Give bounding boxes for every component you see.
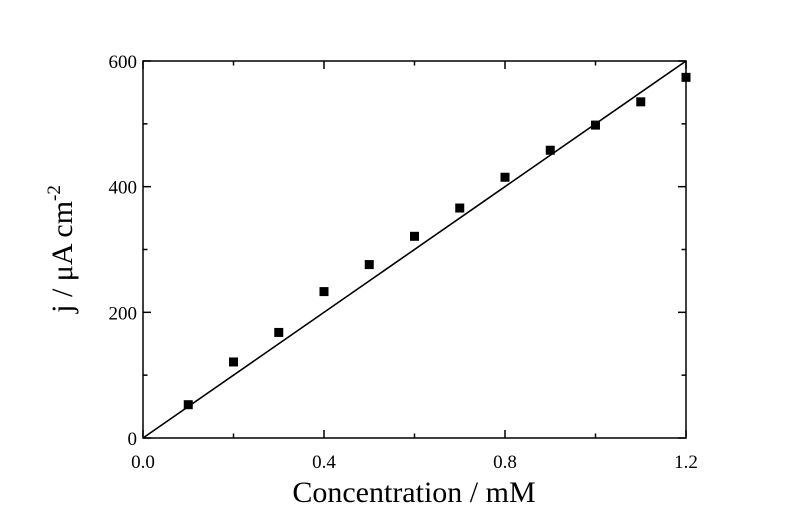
y-axis-label-main: j / μA cm xyxy=(46,201,79,314)
fit-line-layer xyxy=(142,60,687,439)
x-tick-label: 1.2 xyxy=(674,452,698,473)
data-point xyxy=(229,357,238,367)
data-point xyxy=(681,72,691,82)
x-tick-label: 0.4 xyxy=(312,452,336,473)
y-tick-label: 400 xyxy=(109,178,138,199)
y-axis-label: j / μA cm-2 xyxy=(44,185,79,314)
data-point xyxy=(455,203,465,213)
x-axis-label: Concentration / mM xyxy=(292,476,535,509)
y-tick-label: 0 xyxy=(128,429,138,450)
data-point xyxy=(274,327,284,337)
fit-line xyxy=(142,60,687,439)
data-point xyxy=(591,120,600,130)
x-tick-label: 0.8 xyxy=(493,452,517,473)
axis-ticks xyxy=(142,60,687,439)
data-point xyxy=(183,400,193,410)
data-points xyxy=(183,72,691,410)
data-point xyxy=(636,97,646,107)
tick-labels: 0.0 0.4 0.8 1.2 0 200 400 600 xyxy=(109,52,698,473)
data-point xyxy=(545,145,555,155)
y-axis-label-superscript: -2 xyxy=(44,185,65,201)
y-tick-label: 200 xyxy=(109,303,138,324)
data-point xyxy=(410,231,419,241)
y-tick-label: 600 xyxy=(109,52,138,73)
data-point xyxy=(500,172,510,182)
data-point xyxy=(364,260,374,270)
data-point xyxy=(319,287,329,297)
x-tick-label: 0.0 xyxy=(131,452,155,473)
